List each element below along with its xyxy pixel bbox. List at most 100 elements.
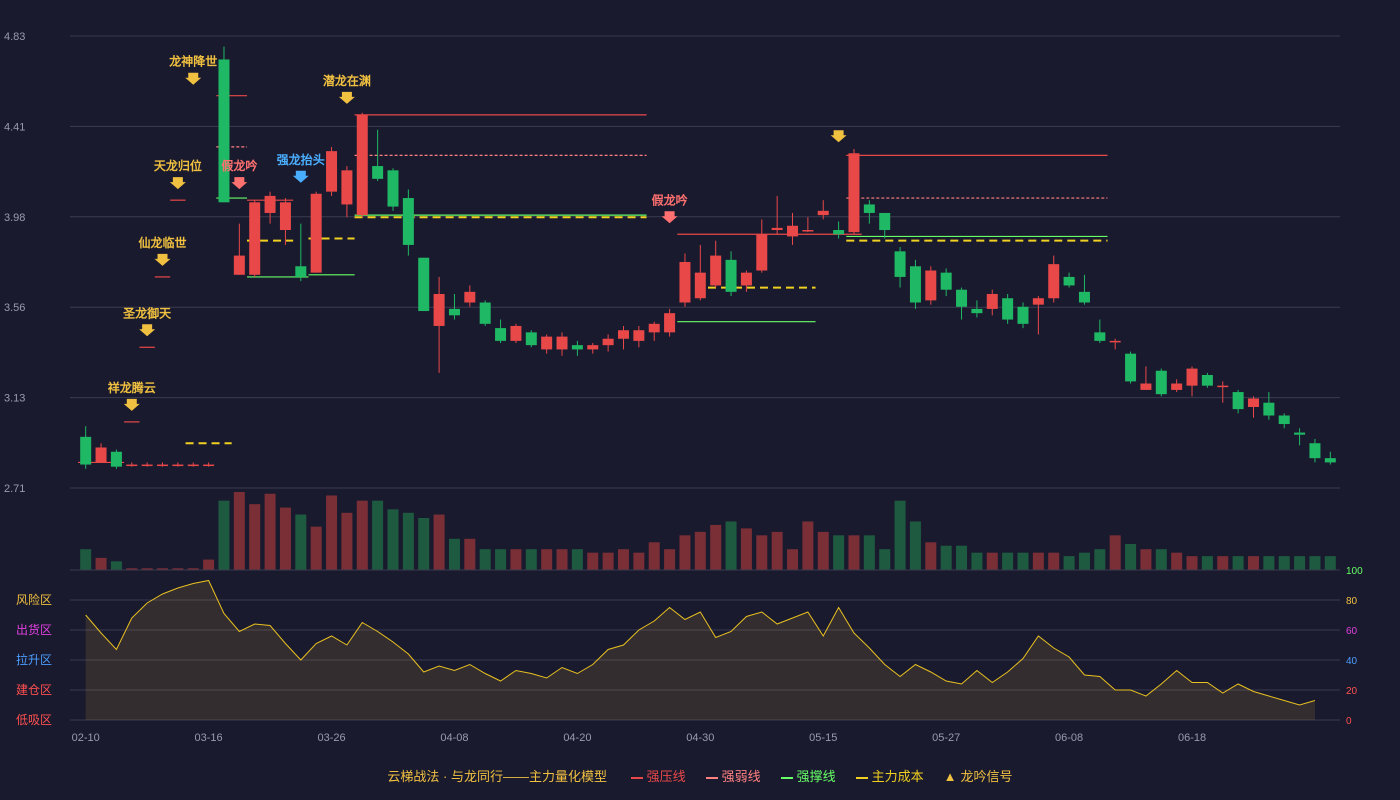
volume-bar bbox=[1232, 556, 1244, 570]
legend-item: ▲ 龙吟信号 bbox=[944, 766, 1013, 785]
volume-bar bbox=[541, 549, 553, 570]
legend-label: 强弱线 bbox=[721, 769, 761, 784]
legend-item: 主力成本 bbox=[855, 766, 924, 785]
volume-bar bbox=[218, 500, 230, 570]
x-tick-label: 04-08 bbox=[440, 732, 468, 744]
volume-bar bbox=[1094, 549, 1106, 570]
signal-arrow-icon bbox=[661, 211, 678, 224]
candle-body bbox=[1247, 398, 1259, 407]
osc-zone-label: 低吸区 bbox=[16, 713, 52, 727]
legend-item: 强压线 bbox=[630, 766, 686, 785]
price-tick-label: 4.83 bbox=[4, 31, 25, 43]
candle-body bbox=[326, 151, 338, 192]
x-tick-label: 06-08 bbox=[1055, 732, 1083, 744]
volume-bar bbox=[1063, 556, 1075, 570]
osc-tick-label: 60 bbox=[1346, 626, 1358, 637]
legend-title: 云梯战法 · 与龙同行——主力量化模型 bbox=[387, 769, 607, 784]
candle-body bbox=[1063, 276, 1075, 286]
x-tick-label: 06-18 bbox=[1178, 732, 1206, 744]
candle-body bbox=[464, 291, 476, 303]
price-grid bbox=[70, 35, 1340, 489]
candle-body bbox=[402, 198, 414, 245]
volume-bar bbox=[1324, 556, 1336, 570]
candle-body bbox=[679, 262, 691, 303]
legend-swatch bbox=[780, 776, 793, 779]
candle-body bbox=[233, 255, 245, 275]
volume-bar bbox=[233, 492, 245, 570]
signal-arrow-icon bbox=[169, 177, 186, 190]
candle-body bbox=[925, 270, 937, 301]
candle-body bbox=[863, 204, 875, 213]
signal-label: 祥龙腾云 bbox=[108, 380, 156, 395]
volume-bar bbox=[940, 545, 952, 570]
volume-bar bbox=[295, 514, 307, 570]
candle-body bbox=[1309, 443, 1321, 459]
candle-body bbox=[203, 464, 215, 467]
volume-bar bbox=[433, 514, 445, 570]
candle-body bbox=[1294, 432, 1306, 435]
candle-body bbox=[218, 59, 230, 203]
candle-body bbox=[264, 195, 276, 213]
volume-bar bbox=[1125, 544, 1137, 570]
volume-bar bbox=[617, 549, 629, 570]
volume-bar bbox=[387, 509, 399, 570]
volume-bar bbox=[756, 535, 768, 570]
candle-body bbox=[1201, 375, 1213, 386]
osc-tick-label: 20 bbox=[1346, 686, 1358, 697]
volume-bar bbox=[279, 507, 291, 570]
volume-bar bbox=[1048, 552, 1060, 570]
candle-body bbox=[817, 210, 829, 216]
candle-body bbox=[510, 325, 522, 341]
candle-body bbox=[1171, 383, 1183, 390]
candle-body bbox=[940, 272, 952, 290]
volume-bar bbox=[418, 518, 430, 570]
volume-bar bbox=[356, 500, 368, 570]
volume-bar bbox=[326, 495, 338, 570]
signal-arrow-icon bbox=[139, 324, 156, 337]
x-tick-label: 04-30 bbox=[686, 732, 714, 744]
candle-body bbox=[1048, 264, 1060, 299]
volume-bar bbox=[986, 552, 998, 570]
candle-body bbox=[909, 266, 921, 303]
signal-label: 圣龙御天 bbox=[122, 305, 172, 320]
triangle-icon: ▲ bbox=[943, 769, 957, 784]
volume-bar bbox=[310, 526, 322, 570]
candle-body bbox=[1217, 385, 1229, 388]
candle-body bbox=[448, 308, 460, 316]
candle-body bbox=[894, 251, 906, 277]
candle-body bbox=[157, 464, 169, 467]
candle-body bbox=[295, 266, 307, 277]
volume-bar bbox=[1217, 556, 1229, 570]
signal-label: 龙神降世 bbox=[169, 54, 217, 69]
candle-body bbox=[310, 193, 322, 273]
volume-bar bbox=[249, 504, 261, 570]
candle-body bbox=[986, 293, 998, 309]
candle-body bbox=[418, 257, 430, 312]
volume-bar bbox=[1278, 556, 1290, 570]
volume-bar bbox=[141, 568, 153, 570]
candle-body bbox=[833, 230, 845, 235]
volume-bar bbox=[571, 549, 583, 570]
legend-swatch bbox=[855, 776, 868, 779]
candle-body bbox=[249, 202, 261, 275]
candle-body bbox=[771, 227, 783, 231]
volume-bar bbox=[1186, 556, 1198, 570]
volume-bar bbox=[1294, 556, 1306, 570]
candle-body bbox=[95, 447, 107, 463]
candle-body bbox=[1324, 458, 1336, 463]
candle-body bbox=[725, 259, 737, 292]
volume-bar bbox=[157, 568, 169, 570]
volume-bar bbox=[110, 561, 122, 570]
candle-body bbox=[1155, 370, 1167, 395]
candle-body bbox=[956, 289, 968, 307]
candle-body bbox=[571, 345, 583, 350]
signal-arrow-icon bbox=[338, 91, 355, 104]
volume-bar bbox=[1309, 556, 1321, 570]
volume-bar bbox=[1017, 552, 1029, 570]
osc-tick-label: 100 bbox=[1346, 566, 1363, 577]
candle-body bbox=[756, 234, 768, 271]
volume-bar bbox=[495, 549, 507, 570]
volume-bar bbox=[1247, 556, 1259, 570]
legend-label: 强撑线 bbox=[796, 769, 836, 784]
candle-body bbox=[587, 345, 599, 350]
